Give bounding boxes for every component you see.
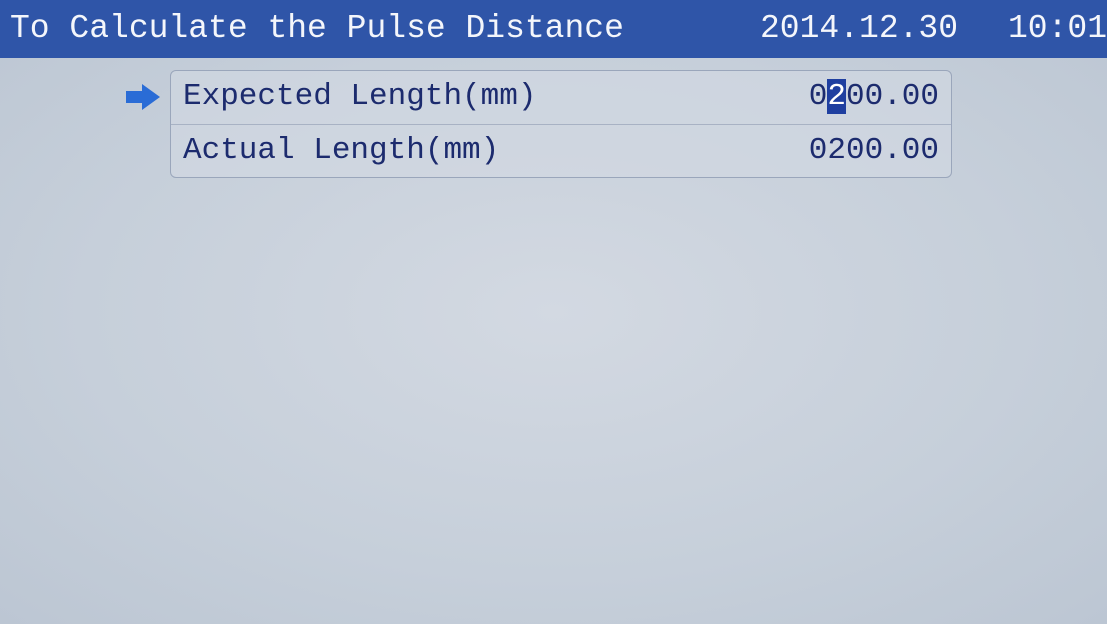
cursor-digit: 2 [827,79,846,114]
field-value[interactable]: 0200.00 [809,79,939,114]
digit: 0 [809,79,828,114]
title-bar: To Calculate the Pulse Distance 2014.12.… [0,0,1107,58]
time: 10:01 [1008,10,1107,47]
field-value[interactable]: 0200.00 [809,133,939,168]
digit: 0 [920,79,939,114]
field-row[interactable]: Actual Length(mm) 0200.00 [171,125,951,178]
field-label: Actual Length(mm) [183,133,499,168]
digit: 0 [846,79,865,114]
selection-arrow [124,82,162,112]
page: To Calculate the Pulse Distance 2014.12.… [0,0,1107,624]
field-row[interactable]: Expected Length(mm) 0200.00 [171,71,951,124]
date: 2014.12.30 [760,10,958,47]
digit: 0 [865,79,884,114]
arrow-shape [126,84,160,110]
title: To Calculate the Pulse Distance [10,10,624,47]
field-table: Expected Length(mm) 0200.00 Actual Lengt… [170,70,952,178]
field-label: Expected Length(mm) [183,79,536,114]
digit: 0 [902,79,921,114]
screen: To Calculate the Pulse Distance 2014.12.… [0,0,1107,624]
digit: . [883,79,902,114]
